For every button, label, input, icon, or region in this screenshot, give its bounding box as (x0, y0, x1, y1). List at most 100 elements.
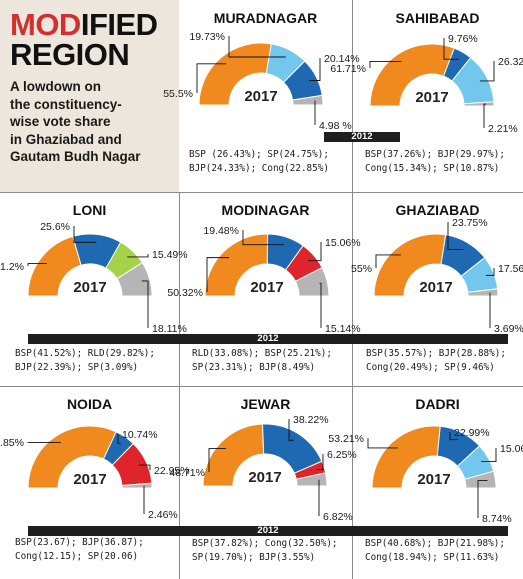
segment-value-label: 6.25% (327, 449, 357, 461)
label-leader-line (127, 254, 149, 258)
chart-title: LONI (72, 202, 107, 218)
segment-value-label: 4.98 % (319, 120, 352, 132)
chart-center-year: 2017 (73, 279, 106, 296)
year-bar-2012: 2012 (28, 334, 508, 344)
summary-line: Cong(15.34%); SP(10.87%) (365, 163, 500, 174)
summary-line: RLD(33.08%); BSP(25.21%); (192, 348, 332, 359)
summary-line: SP(19.70%); BJP(3.55%) (192, 552, 316, 563)
segment-value-label: 48.71% (169, 467, 205, 479)
divider (0, 192, 523, 193)
label-leader-line (319, 282, 322, 328)
summary-2012: BSP(37.82%); Cong(32.50%); SP(19.70%); BJ… (192, 537, 338, 565)
summary-line: Cong(18.94%); SP(11.63%) (365, 552, 500, 563)
summary-2012: BSP(37.26%); BJP(29.97%); Cong(15.34%); S… (365, 148, 505, 176)
label-leader-line (369, 61, 402, 68)
year-bar-2012: 2012 (28, 526, 508, 536)
donut-segment (198, 42, 272, 106)
subtitle-line: Gautam Budh Nagar (10, 149, 141, 164)
label-leader-line (316, 454, 324, 470)
semi-donut-chart: 61.71% 9.76% 26.32% 2.21% 2017 (330, 33, 523, 135)
segment-value-label: 53.21% (328, 433, 364, 445)
label-leader-line (27, 263, 47, 266)
summary-line: Cong(12.15); SP(20.06) (15, 551, 139, 562)
subtitle-line: A lowdown on (10, 79, 101, 94)
label-leader-line (447, 222, 464, 250)
segment-value-label: 8.74% (482, 513, 512, 525)
segment-value-label: 20.14% (324, 53, 360, 65)
segment-value-label: 15.49% (152, 249, 188, 261)
donut-segment (116, 262, 153, 297)
chart-title: NOIDA (66, 396, 113, 412)
segment-value-label: 38.22% (293, 414, 329, 426)
label-leader-line (375, 254, 401, 268)
divider (352, 192, 353, 386)
label-leader-line (309, 58, 321, 81)
summary-2012: BSP (26.43%); SP(24.75%); BJP(24.33%); Co… (189, 148, 329, 176)
segment-value-label: 26.32% (498, 56, 523, 68)
chart-title: MODINAGAR (221, 202, 310, 218)
segment-value-label: 25.6% (40, 221, 70, 233)
segment-value-label: 2.21% (488, 123, 518, 135)
label-leader-line (196, 63, 227, 93)
chart-panel-loni: LONI 41.2% 25.6% 15.49% 18.11% 2017 BSP(41.52%… (0, 192, 188, 386)
chart-panel-ghaziabad: GHAZIABAD 55% 23.75% 17.56% 3.69% 2017 BSP(35.… (351, 192, 523, 386)
semi-donut-chart: 55.5% 19.73% 20.14% 4.98 % 2017 (163, 31, 359, 132)
donut-segment (27, 425, 117, 489)
summary-line: BJP(24.33%); Cong(22.85%) (189, 163, 329, 174)
summary-line: BSP(37.26%); BJP(29.97%); (365, 149, 505, 160)
summary-line: BJP(22.39%); SP(3.09%) (15, 362, 139, 373)
label-leader-line (138, 464, 151, 470)
segment-value-label: 22.95% (154, 465, 190, 477)
donut-segment (464, 470, 497, 489)
semi-donut-chart: 41.2% 25.6% 15.49% 18.11% 2017 (0, 221, 188, 335)
subtitle-line: the constituency- (10, 96, 122, 112)
chart-title: DADRI (415, 396, 460, 412)
year-bar-2012: 2012 (324, 132, 400, 142)
label-leader-line (242, 230, 284, 246)
chart-title: MURADNAGAR (213, 10, 318, 26)
semi-donut-chart: 53.21% 22.99% 15.06% 8.74% 2017 (328, 425, 523, 525)
segment-value-label: 63.85% (0, 437, 24, 449)
summary-line: SP(23.31%); BJP(8.49%) (192, 362, 316, 373)
chart-center-year: 2017 (73, 471, 106, 488)
semi-donut-chart: 55% 23.75% 17.56% 3.69% 2017 (351, 217, 523, 335)
segment-value-label: 15.14% (325, 323, 361, 335)
chart-panel-modinagar: MODINAGAR 50.32% 19.48% 15.06% 15.14% 2017 RLD… (167, 192, 360, 386)
label-leader-line (206, 257, 230, 292)
chart-panel-noida: NOIDA 63.85% 10.74% 22.95% 2.46% 2017 BSP(23.6… (0, 386, 190, 579)
label-leader-line (481, 448, 497, 463)
divider (0, 386, 523, 387)
semi-donut-chart: 50.32% 19.48% 15.06% 15.14% 2017 (167, 225, 360, 335)
segment-value-label: 3.69% (494, 323, 523, 335)
summary-line: BSP(23.67); BJP(36.87); (15, 537, 144, 548)
divider (179, 386, 180, 579)
divider (352, 386, 353, 579)
segment-value-label: 61.71% (330, 63, 366, 75)
donut-segment (369, 43, 455, 107)
summary-2012: BSP(41.52%); RLD(29.82%); BJP(22.39%); SP… (15, 347, 155, 375)
donut-segment (463, 101, 495, 107)
segment-value-label: 55% (351, 263, 372, 275)
label-leader-line (443, 38, 459, 60)
chart-center-year: 2017 (419, 279, 452, 296)
segment-value-label: 19.73% (189, 31, 225, 43)
chart-panel-muradnagar: MURADNAGAR 55.5% 19.73% 20.14% 4.98 % 2017 BSP… (163, 0, 359, 192)
segment-value-label: 10.74% (122, 429, 158, 441)
semi-donut-chart: 63.85% 10.74% 22.95% 2.46% 2017 (0, 425, 190, 521)
segment-value-label: 41.2% (0, 261, 24, 273)
summary-line: BSP(41.52%); RLD(29.82%); (15, 348, 155, 359)
label-leader-line (208, 448, 227, 472)
label-leader-line (141, 280, 149, 328)
label-leader-line (288, 419, 294, 441)
intro-subtitle: A lowdown on the constituency- wise vote… (10, 78, 169, 166)
chart-panel-sahibabad: SAHIBABAD 61.71% 9.76% 26.32% 2.21% 2017 BSP(3… (330, 0, 523, 192)
summary-2012: BSP(40.68%); BJP(21.98%); Cong(18.94%); S… (365, 537, 505, 565)
summary-line: BSP(37.82%); Cong(32.50%); (192, 538, 338, 549)
chart-title: JEWAR (240, 396, 291, 412)
donut-segment (121, 482, 153, 489)
segment-value-label: 23.75% (452, 217, 488, 229)
title-line2: REGION (10, 37, 130, 72)
summary-2012: RLD(33.08%); BSP(25.21%); SP(23.31%); BJP… (192, 347, 332, 375)
chart-panel-dadri: DADRI 53.21% 22.99% 15.06% 8.74% 2017 BSP(40.6… (328, 386, 523, 579)
segment-value-label: 17.56% (498, 263, 523, 275)
